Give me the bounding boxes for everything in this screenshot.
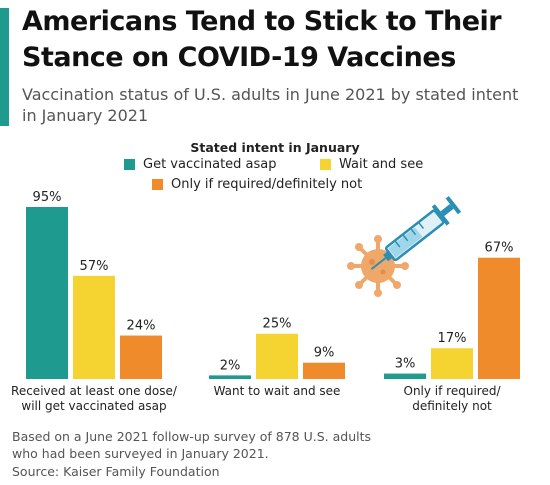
chart-title: Americans Tend to Stick to Their Stance … xyxy=(22,6,502,73)
data-label-only-if-required-definitely-not-group-2: 9% xyxy=(314,346,335,361)
data-label-get-vaccinated-asap-group-2: 2% xyxy=(220,358,241,373)
data-label-only-if-required-definitely-not-group-3: 67% xyxy=(485,241,514,256)
data-label-get-vaccinated-asap-group-1: 95% xyxy=(33,190,62,205)
footer: Based on a June 2021 follow-up survey of… xyxy=(12,428,542,480)
source-text: Source: Kaiser Family Foundation xyxy=(12,464,220,479)
legend-label-asap: Get vaccinated asap xyxy=(143,157,277,172)
bar-wait-and-see-group-2 xyxy=(256,333,298,379)
category-label-2-line-1: Want to wait and see xyxy=(214,384,341,398)
footer-note-line-2: who had been surveyed in January 2021. xyxy=(12,446,269,461)
bar-only-if-required-definitely-not-group-1 xyxy=(120,335,162,379)
legend-swatch-required xyxy=(152,179,163,190)
chart-subtitle: Vaccination status of U.S. adults in Jun… xyxy=(22,85,519,125)
legend-item-asap: Get vaccinated asap xyxy=(124,157,277,172)
data-label-wait-and-see-group-1: 57% xyxy=(80,259,109,274)
bar-get-vaccinated-asap-group-1 xyxy=(26,207,68,379)
data-label-wait-and-see-group-3: 17% xyxy=(438,331,467,346)
category-label-1-line-2: will get vaccinated asap xyxy=(21,399,166,413)
data-label-only-if-required-definitely-not-group-1: 24% xyxy=(127,319,156,334)
legend-swatch-wait xyxy=(320,159,331,170)
legend-label-wait: Wait and see xyxy=(339,157,424,172)
data-label-wait-and-see-group-2: 25% xyxy=(263,317,292,332)
data-label-get-vaccinated-asap-group-3: 3% xyxy=(395,357,416,372)
legend-title: Stated intent in January xyxy=(190,140,360,155)
bar-get-vaccinated-asap-group-3 xyxy=(384,373,426,379)
title-accent-bar xyxy=(0,8,9,126)
syringe-body xyxy=(370,195,462,270)
bar-wait-and-see-group-1 xyxy=(73,275,115,379)
bar-wait-and-see-group-3 xyxy=(431,348,473,379)
footer-note-line-1: Based on a June 2021 follow-up survey of… xyxy=(12,429,372,444)
category-label-3-line-1: Only if required/ xyxy=(404,384,502,398)
category-label-1-line-1: Received at least one dose/ xyxy=(11,384,178,398)
category-label-3-line-2: definitely not xyxy=(412,399,492,413)
bar-get-vaccinated-asap-group-2 xyxy=(209,375,251,379)
bar-only-if-required-definitely-not-group-2 xyxy=(303,362,345,379)
legend-label-required: Only if required/definitely not xyxy=(171,177,363,192)
legend-item-required: Only if required/definitely not xyxy=(152,177,362,192)
legend-swatch-asap xyxy=(124,159,135,170)
bar-only-if-required-definitely-not-group-3 xyxy=(478,257,520,379)
syringe-virus-icon xyxy=(347,195,462,297)
legend-item-wait: Wait and see xyxy=(320,157,423,172)
